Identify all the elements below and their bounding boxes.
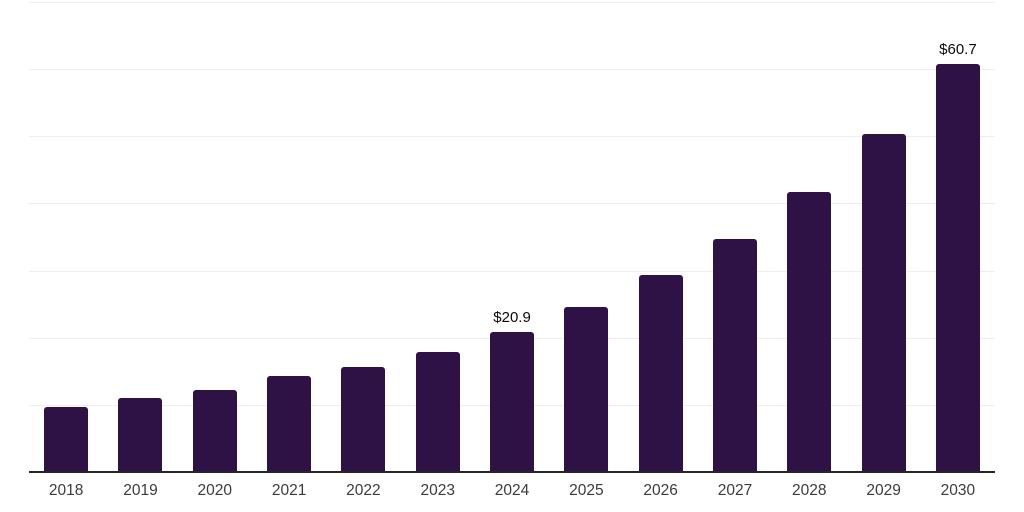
x-tick-label: 2018 [48, 482, 84, 499]
bar [564, 306, 609, 472]
x-tick-label: 2030 [940, 482, 976, 499]
bar [44, 406, 89, 472]
bar [712, 239, 757, 472]
bar [118, 398, 163, 472]
bar-slot [846, 2, 920, 472]
bar [638, 275, 683, 472]
gridline [29, 2, 995, 3]
x-tick-label: 2020 [197, 482, 233, 499]
x-tick-label: 2029 [866, 482, 901, 499]
bar-value-label: $60.7 [939, 41, 977, 59]
bar [192, 390, 237, 472]
plot-area: $20.9 $60.7 [29, 2, 995, 473]
gridline [29, 270, 995, 272]
gridline [29, 203, 995, 205]
bar-slot [698, 2, 772, 472]
bar [415, 351, 460, 472]
x-tick-label: 2021 [271, 482, 307, 499]
bar-slot: $20.9 [475, 2, 549, 472]
bar [935, 64, 980, 472]
bar-slot [178, 2, 252, 472]
gridline [29, 136, 995, 138]
x-tick-label: 2024 [494, 482, 530, 499]
x-tick-label: 2028 [792, 482, 827, 499]
x-axis-line [29, 471, 995, 473]
x-axis-labels: 2018 2019 2020 2021 2022 2023 2024 2025 2026 2027… [29, 480, 995, 502]
bar-slot [549, 2, 623, 472]
bar-slot [252, 2, 326, 472]
bar [787, 192, 832, 472]
x-tick-label: 2027 [717, 482, 753, 499]
bar [341, 366, 386, 472]
bar [490, 331, 535, 472]
bar-slot [624, 2, 698, 472]
bar [861, 134, 906, 472]
gridline [29, 69, 995, 71]
x-tick-label: 2026 [643, 482, 678, 499]
bars-container: $20.9 $60.7 [29, 2, 995, 472]
x-tick-label: 2022 [346, 482, 381, 499]
bar-slot [326, 2, 400, 472]
x-tick-label: 2019 [123, 482, 158, 499]
x-tick-label: 2025 [569, 482, 604, 499]
bar-slot [29, 2, 103, 472]
x-tick-label: 2023 [420, 482, 455, 499]
bar-slot: $60.7 [921, 2, 995, 472]
bar-slot [401, 2, 475, 472]
bar-slot [103, 2, 177, 472]
bar-value-label: $20.9 [493, 308, 531, 326]
bar [267, 376, 312, 472]
bar-slot [772, 2, 846, 472]
